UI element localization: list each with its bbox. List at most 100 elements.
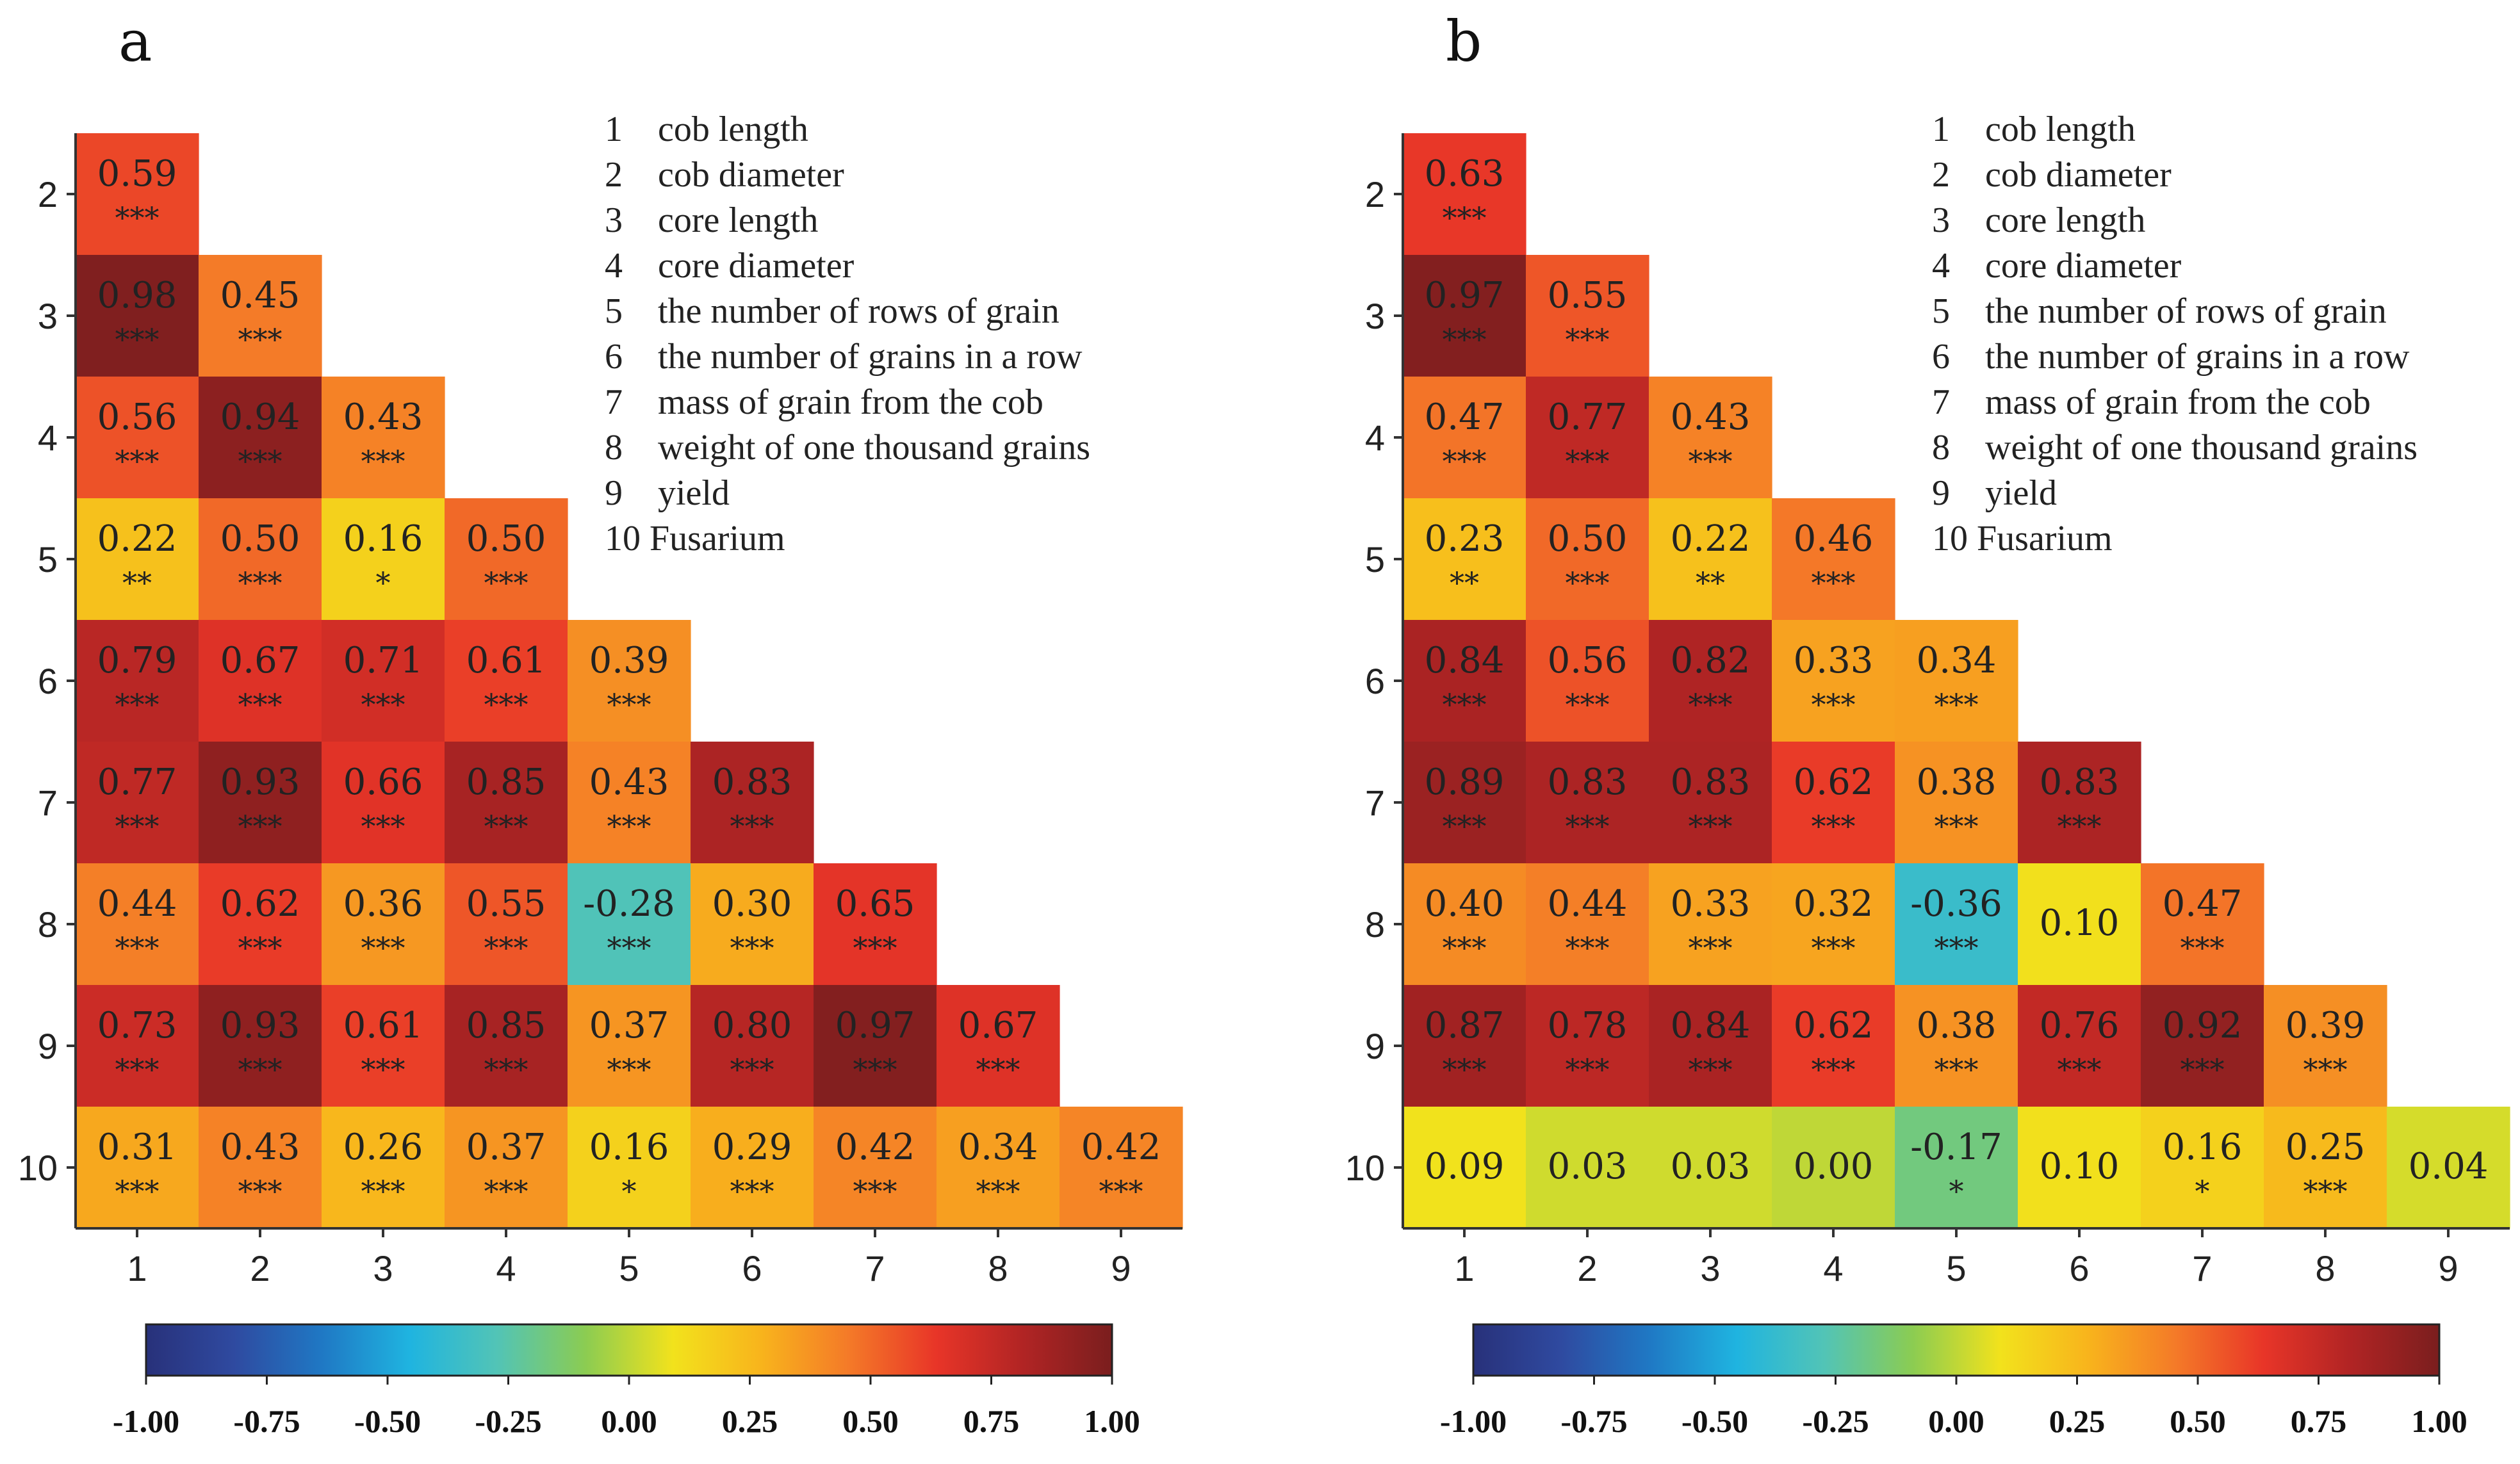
cell-significance-label: *** <box>238 931 282 965</box>
heatmap-cell <box>2018 742 2141 864</box>
heatmap-cell <box>814 1107 937 1229</box>
cell-significance-label: ** <box>1696 565 1725 600</box>
heatmap-cell <box>2141 1107 2264 1229</box>
heatmap-cell <box>1403 377 1526 499</box>
y-tick-label: 7 <box>1365 783 1385 823</box>
cell-significance-label: *** <box>361 1052 405 1087</box>
heatmap-cell <box>76 1107 199 1229</box>
y-tick-label: 2 <box>38 174 58 215</box>
cell-significance-label: *** <box>238 687 282 722</box>
heatmap-cell <box>1403 620 1526 742</box>
cell-significance-label: *** <box>1689 687 1733 722</box>
cell-value-label: 0.66 <box>343 761 423 803</box>
legend-item-number: 6 <box>1932 337 1950 377</box>
heatmap-cell <box>322 985 445 1107</box>
x-tick-label: 7 <box>2192 1248 2212 1289</box>
cell-value-label: 0.39 <box>2286 1005 2366 1046</box>
cell-value-label: 0.79 <box>97 640 177 681</box>
cell-significance-label: *** <box>484 565 528 600</box>
cell-significance-label: *** <box>2180 1052 2225 1087</box>
x-tick-label: 4 <box>496 1248 516 1289</box>
heatmap-cell <box>76 863 199 986</box>
x-tick-label: 6 <box>2069 1248 2089 1289</box>
cell-value-label: 0.33 <box>1794 640 1874 681</box>
cell-value-label: 0.62 <box>1794 1005 1874 1046</box>
heatmap-cell <box>1895 620 2018 742</box>
heatmap-cell <box>2018 985 2141 1107</box>
cell-value-label: 0.43 <box>220 1126 300 1168</box>
legend-item-text: weight of one thousand grains <box>1985 428 2418 468</box>
heatmap-cell <box>322 742 445 864</box>
cell-significance-label: *** <box>853 1052 897 1087</box>
cell-significance-label: *** <box>607 687 651 722</box>
cell-value-label: 0.65 <box>835 883 915 925</box>
cell-significance-label: *** <box>115 1052 160 1087</box>
cell-value-label: 0.22 <box>1671 518 1751 560</box>
legend-item-number: 4 <box>1932 246 1950 286</box>
cell-significance-label: *** <box>238 444 282 478</box>
heatmap-cell <box>199 498 322 621</box>
cell-value-label: 0.43 <box>1671 396 1751 438</box>
legend-item-text: mass of grain from the cob <box>658 382 1043 422</box>
legend-item-number: 9 <box>1932 473 1950 513</box>
colorbar-tick-label: -0.25 <box>1802 1403 1869 1439</box>
cell-value-label: 0.85 <box>466 761 546 803</box>
colorbar-tick-label: -0.75 <box>233 1403 300 1439</box>
cell-value-label: 0.42 <box>835 1126 915 1168</box>
cell-value-label: 0.34 <box>1917 640 1997 681</box>
cell-significance-label: *** <box>1443 687 1487 722</box>
heatmap-cell <box>1526 255 1649 377</box>
heatmap-cell <box>76 620 199 742</box>
heatmap-cell <box>568 1107 691 1229</box>
cell-significance-label: *** <box>1935 809 1979 843</box>
heatmap-cell <box>1403 498 1526 621</box>
cell-value-label: 0.83 <box>1671 761 1751 803</box>
cell-value-label: 0.29 <box>712 1126 792 1168</box>
cell-significance-label: *** <box>730 931 774 965</box>
x-tick-label: 3 <box>1700 1248 1720 1289</box>
legend-item-number: 4 <box>605 246 623 286</box>
y-tick-label: 6 <box>1365 661 1385 701</box>
heatmap-cell <box>445 620 568 742</box>
cell-significance-label: *** <box>115 931 160 965</box>
heatmap-cell <box>445 863 568 986</box>
cell-significance-label: *** <box>1935 931 1979 965</box>
cell-significance-label: *** <box>484 1052 528 1087</box>
cell-significance-label: *** <box>1443 1052 1487 1087</box>
cell-significance-label: *** <box>1566 809 1610 843</box>
cell-significance-label: *** <box>1812 565 1856 600</box>
y-tick-label: 10 <box>18 1148 58 1188</box>
y-tick-label: 6 <box>38 661 58 701</box>
heatmap-cell <box>937 985 1060 1107</box>
heatmap-cell <box>1772 742 1895 864</box>
cell-value-label: 0.10 <box>2040 1146 2120 1187</box>
y-tick-label: 7 <box>38 783 58 823</box>
legend-item-number: 1 <box>1932 110 1950 149</box>
heatmap-cell <box>1403 255 1526 377</box>
cell-value-label: 0.46 <box>1794 518 1874 560</box>
legend-item-number: 7 <box>605 382 623 422</box>
heatmap-cell <box>322 620 445 742</box>
cell-significance-label: *** <box>238 1174 282 1208</box>
cell-significance-label: *** <box>976 1052 1020 1087</box>
heatmap-cell <box>322 498 445 621</box>
cell-significance-label: *** <box>115 1174 160 1208</box>
heatmap-cell <box>1895 985 2018 1107</box>
colorbar-tick-label: 0.00 <box>1928 1403 1984 1439</box>
cell-significance-label: *** <box>1689 444 1733 478</box>
cell-value-label: 0.16 <box>2163 1126 2243 1168</box>
heatmap-cell <box>76 377 199 499</box>
cell-value-label: 0.44 <box>97 883 177 925</box>
cell-value-label: 0.25 <box>2286 1126 2366 1168</box>
cell-value-label: 0.97 <box>1425 275 1505 316</box>
cell-significance-label: *** <box>361 809 405 843</box>
cell-significance-label: *** <box>853 931 897 965</box>
y-tick-label: 5 <box>38 539 58 580</box>
cell-significance-label: *** <box>1812 1052 1856 1087</box>
cell-significance-label: *** <box>1566 565 1610 600</box>
heatmap-cell <box>568 863 691 986</box>
cell-value-label: 0.44 <box>1548 883 1628 925</box>
x-tick-label: 5 <box>619 1248 639 1289</box>
